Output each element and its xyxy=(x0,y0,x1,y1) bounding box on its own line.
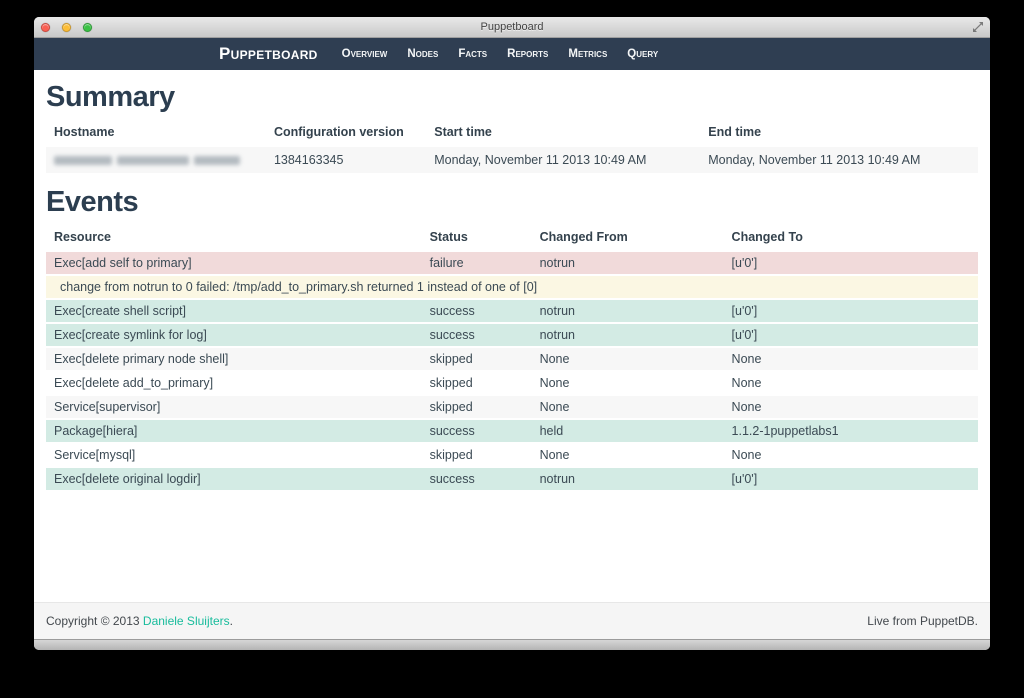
nav-item-query[interactable]: Query xyxy=(627,48,659,60)
resource-cell: Exec[create shell script] xyxy=(46,298,422,323)
copyright-text: Copyright © 2013 Daniele Sluijters. xyxy=(46,614,233,628)
live-from-puppetdb-text: Live from PuppetDB. xyxy=(867,614,978,628)
nav-item-facts[interactable]: Facts xyxy=(458,48,488,60)
resource-cell: Package[hiera] xyxy=(46,418,422,443)
changed-to-cell: None xyxy=(723,442,978,467)
changed-to-cell: 1.1.2-1puppetlabs1 xyxy=(723,418,978,443)
resource-cell: Exec[add self to primary] xyxy=(46,250,422,275)
col-status: Status xyxy=(421,226,532,252)
events-table: Resource Status Changed From Changed To … xyxy=(46,226,978,490)
changed-from-cell: None xyxy=(531,442,724,467)
window-title: Puppetboard xyxy=(480,21,544,33)
status-cell: skipped xyxy=(421,394,532,419)
event-row: Exec[create shell script] success notrun… xyxy=(46,298,978,323)
event-row: Exec[delete primary node shell] skipped … xyxy=(46,346,978,371)
status-cell: skipped xyxy=(421,442,532,467)
summary-heading: Summary xyxy=(46,81,175,113)
changed-to-cell: [u'0'] xyxy=(723,322,978,347)
event-row: Exec[delete original logdir] success not… xyxy=(46,466,978,490)
window-titlebar[interactable]: Puppetboard xyxy=(34,17,990,38)
col-configuration-version: Configuration version xyxy=(265,121,427,147)
event-row: Service[supervisor] skipped None None xyxy=(46,394,978,419)
nav-item-nodes[interactable]: Nodes xyxy=(407,48,439,60)
navbar-brand[interactable]: Puppetboard xyxy=(219,44,318,63)
event-row: Package[hiera] success held 1.1.2-1puppe… xyxy=(46,418,978,443)
event-row: Service[mysql] skipped None None xyxy=(46,442,978,467)
changed-from-cell: held xyxy=(531,418,724,443)
resize-icon[interactable] xyxy=(972,21,984,33)
resource-cell: Exec[delete primary node shell] xyxy=(46,346,422,371)
copyright-suffix: . xyxy=(229,614,233,628)
hostname-redacted xyxy=(46,145,266,173)
changed-to-cell: None xyxy=(723,370,978,395)
col-end-time: End time xyxy=(700,121,978,147)
col-hostname: Hostname xyxy=(46,121,266,147)
col-changed-to: Changed To xyxy=(723,226,978,252)
changed-from-cell: notrun xyxy=(531,250,724,275)
changed-from-cell: notrun xyxy=(531,466,724,490)
summary-row: 1384163345 Monday, November 11 2013 10:4… xyxy=(46,145,978,173)
close-button[interactable] xyxy=(41,22,50,32)
event-row: Exec[create symlink for log] success not… xyxy=(46,322,978,347)
resource-cell: Service[mysql] xyxy=(46,442,422,467)
changed-from-cell: None xyxy=(531,394,724,419)
resource-cell: Exec[delete add_to_primary] xyxy=(46,370,422,395)
start-time-value: Monday, November 11 2013 10:49 AM xyxy=(426,145,701,173)
events-header-row: Resource Status Changed From Changed To xyxy=(46,226,978,252)
failure-message: change from notrun to 0 failed: /tmp/add… xyxy=(46,274,978,299)
resource-cell: Exec[create symlink for log] xyxy=(46,322,422,347)
changed-to-cell: [u'0'] xyxy=(723,466,978,490)
status-cell: success xyxy=(421,466,532,490)
traffic-lights xyxy=(41,22,92,32)
status-cell: skipped xyxy=(421,346,532,371)
status-cell: failure xyxy=(421,250,532,275)
events-heading: Events xyxy=(46,186,139,218)
status-cell: success xyxy=(421,418,532,443)
event-row: Exec[add self to primary] failure notrun… xyxy=(46,250,978,275)
col-changed-from: Changed From xyxy=(531,226,724,252)
navbar: Puppetboard Overview Nodes Facts Reports… xyxy=(34,38,990,70)
configuration-version-value: 1384163345 xyxy=(265,145,427,173)
changed-from-cell: None xyxy=(531,346,724,371)
nav-item-metrics[interactable]: Metrics xyxy=(568,48,608,60)
copyright-prefix: Copyright © 2013 xyxy=(46,614,143,628)
resource-cell: Exec[delete original logdir] xyxy=(46,466,422,490)
window-bottom-edge[interactable] xyxy=(34,639,990,650)
changed-from-cell: notrun xyxy=(531,322,724,347)
nav-item-reports[interactable]: Reports xyxy=(507,48,549,60)
resource-cell: Service[supervisor] xyxy=(46,394,422,419)
zoom-button[interactable] xyxy=(83,22,92,32)
page-footer: Copyright © 2013 Daniele Sluijters. Live… xyxy=(34,602,990,639)
event-row: Exec[delete add_to_primary] skipped None… xyxy=(46,370,978,395)
status-cell: skipped xyxy=(421,370,532,395)
main-content: Summary Hostname Configuration version S… xyxy=(34,70,990,602)
changed-to-cell: [u'0'] xyxy=(723,250,978,275)
author-link[interactable]: Daniele Sluijters xyxy=(142,614,230,628)
changed-from-cell: notrun xyxy=(531,298,724,323)
app-window: Puppetboard Puppetboard Overview Nodes F… xyxy=(34,17,990,650)
status-cell: success xyxy=(421,322,532,347)
changed-to-cell: [u'0'] xyxy=(723,298,978,323)
summary-header-row: Hostname Configuration version Start tim… xyxy=(46,121,978,147)
changed-to-cell: None xyxy=(723,346,978,371)
minimize-button[interactable] xyxy=(62,22,71,32)
changed-from-cell: None xyxy=(531,370,724,395)
summary-table: Hostname Configuration version Start tim… xyxy=(46,121,978,173)
nav-item-overview[interactable]: Overview xyxy=(341,48,388,60)
col-resource: Resource xyxy=(46,226,422,252)
col-start-time: Start time xyxy=(426,121,701,147)
event-message-row: change from notrun to 0 failed: /tmp/add… xyxy=(46,274,978,299)
end-time-value: Monday, November 11 2013 10:49 AM xyxy=(700,145,978,173)
status-cell: success xyxy=(421,298,532,323)
changed-to-cell: None xyxy=(723,394,978,419)
